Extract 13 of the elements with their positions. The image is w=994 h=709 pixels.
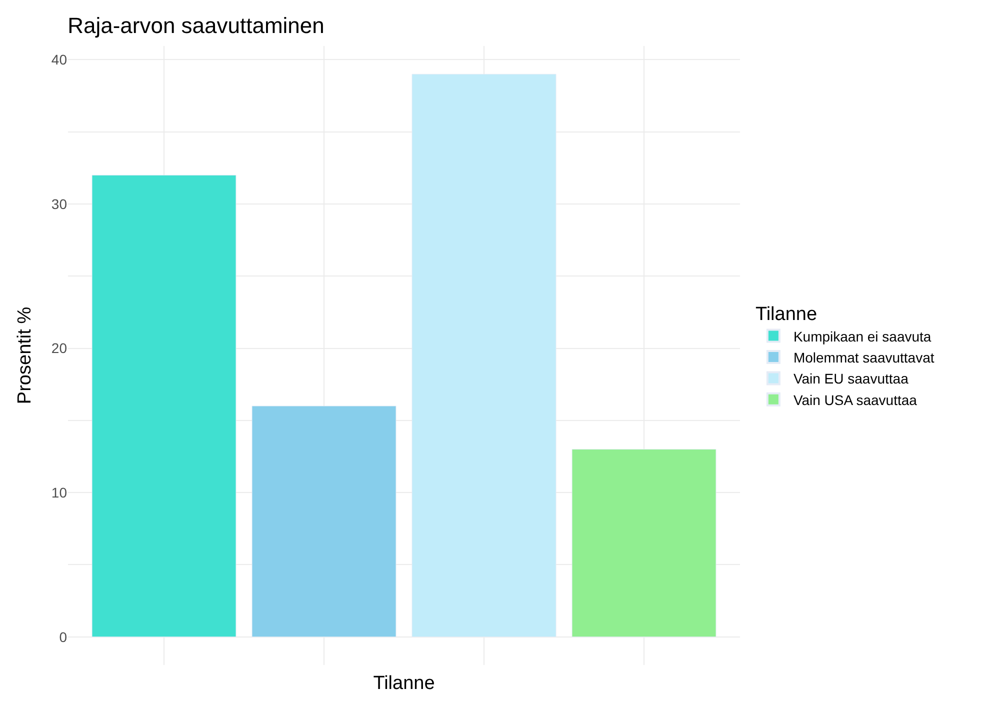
y-tick-label: 30 [51,196,68,212]
legend-label: Vain EU saavuttaa [793,370,909,387]
chart-title: Raja-arvon saavuttaminen [68,13,324,38]
y-tick-label: 20 [51,340,68,356]
legend-label: Kumpikaan ei saavuta [793,328,932,344]
y-tick-label: 40 [51,52,68,68]
legend-label: Vain USA saavuttaa [793,392,918,408]
y-axis-title: Prosentit % [14,306,36,404]
legend-label: Molemmat saavuttavat [793,349,934,366]
legend-title: Tilanne [755,304,818,326]
x-axis-title: Tilanne [373,672,435,694]
y-tick-label: 10 [51,484,68,500]
y-tick-label: 0 [59,628,68,645]
